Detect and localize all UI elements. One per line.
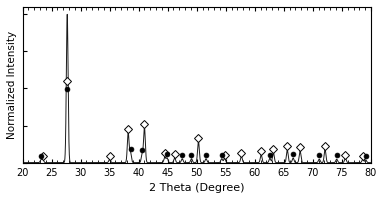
Y-axis label: Normalized Intensity: Normalized Intensity	[7, 31, 17, 139]
X-axis label: 2 Theta (Degree): 2 Theta (Degree)	[149, 183, 245, 193]
